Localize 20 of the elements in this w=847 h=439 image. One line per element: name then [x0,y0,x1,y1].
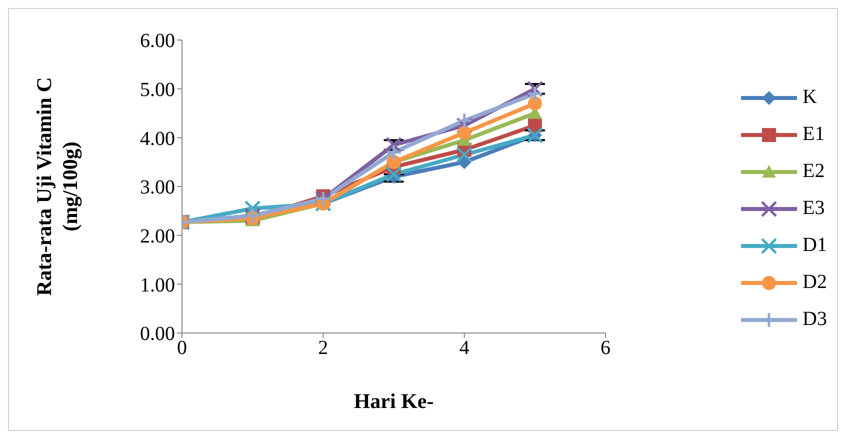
y-tick-label: 2.00 [140,225,175,248]
x-axis-title: Hari Ke- [354,389,434,413]
y-tick-label: 0.00 [140,323,175,346]
y-tick-label: 5.00 [140,78,175,101]
y-tick-label: 6.00 [140,30,175,52]
x-tick-label: 6 [600,337,611,360]
legend-label: E3 [802,197,825,220]
legend-label: D2 [802,271,827,294]
x-tick-label: 2 [318,337,328,360]
legend-label: K [802,86,817,109]
legend-label: E2 [802,160,825,183]
legend-label: E1 [802,123,825,146]
y-tick-label: 1.00 [140,274,175,296]
x-tick-label: 4 [459,337,470,360]
y-axis-title: Rata-rata Uji Vitamin C (mg/100g) [32,77,82,296]
y-tick-label: 3.00 [140,176,175,199]
x-tick-label: 0 [177,337,187,360]
legend-label: D3 [802,308,827,331]
legend-label: D1 [802,234,827,257]
y-tick-label: 4.00 [140,128,175,150]
